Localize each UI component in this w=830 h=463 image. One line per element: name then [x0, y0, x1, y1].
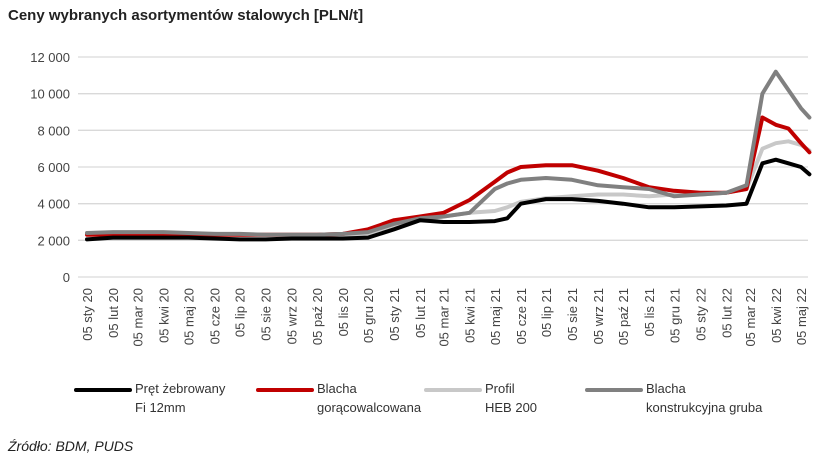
x-tick-label: 05 maj 22	[794, 288, 809, 345]
legend-line2: gorącowalcowana	[317, 400, 422, 415]
legend-label: Blacha gorącowalcowana	[317, 379, 421, 417]
x-tick-label: 05 kwi 21	[463, 288, 478, 343]
series-line-0	[85, 157, 812, 242]
legend-swatch	[585, 388, 643, 392]
x-tick-label: 05 lis 21	[642, 288, 657, 336]
legend-swatch	[74, 388, 132, 392]
x-tick-label: 05 lut 22	[719, 288, 734, 338]
x-tick-label: 05 kwi 20	[156, 288, 171, 343]
x-tick-label: 05 cze 21	[514, 288, 529, 344]
y-tick-label: 12 000	[30, 50, 70, 65]
legend-line1: Profil	[485, 381, 515, 396]
source-note: Źródło: BDM, PUDS	[8, 438, 134, 454]
legend-line2: Fi 12mm	[135, 400, 186, 415]
y-tick-label: 4 000	[37, 197, 70, 212]
legend-line1: Pręt żebrowany	[135, 381, 226, 396]
x-tick-label: 05 sty 20	[80, 288, 95, 341]
x-tick-label: 05 mar 20	[130, 288, 145, 347]
x-tick-label: 05 sty 21	[387, 288, 402, 341]
legend-swatch	[256, 388, 314, 392]
x-tick-label: 05 maj 21	[488, 288, 503, 345]
x-tick-label: 05 lis 20	[336, 288, 351, 336]
x-tick-label: 05 lip 21	[539, 288, 554, 337]
x-tick-label: 05 sie 20	[259, 288, 274, 341]
x-tick-label: 05 lut 21	[413, 288, 428, 338]
x-tick-label: 05 cze 20	[208, 288, 223, 344]
line-chart: 0 2 000 4 000 6 000 8 000 10 000 12 000 05 sty …	[30, 50, 812, 347]
y-tick-label: 8 000	[37, 123, 70, 138]
x-tick-label: 05 gru 21	[667, 288, 682, 343]
x-tick-label: 05 mar 22	[743, 288, 758, 347]
legend-label: Pręt żebrowany Fi 12mm	[135, 379, 225, 417]
x-tick-label: 05 lip 20	[233, 288, 248, 337]
x-tick-label: 05 mar 21	[437, 288, 452, 347]
x-tick-label: 05 wrz 21	[591, 288, 606, 344]
x-tick-label: 05 paź 20	[310, 288, 325, 345]
legend-line1: Blacha	[317, 381, 357, 396]
series-line-3	[85, 69, 812, 237]
x-tick-label: 05 wrz 20	[285, 288, 300, 344]
y-tick-label: 6 000	[37, 160, 70, 175]
legend-label: Profil HEB 200	[485, 379, 537, 417]
x-tick-label: 05 maj 20	[182, 288, 197, 345]
y-tick-label: 10 000	[30, 87, 70, 102]
x-tick-label: 05 kwi 22	[769, 288, 784, 343]
x-tick-label: 05 lut 20	[106, 288, 121, 338]
x-tick-label: 05 sty 22	[693, 288, 708, 341]
x-tick-label: 05 sie 21	[565, 288, 580, 341]
x-tick-label: 05 paź 21	[616, 288, 631, 345]
chart-title: Ceny wybranych asortymentów stalowych [P…	[8, 7, 364, 24]
legend-line2: konstrukcyjna gruba	[646, 400, 763, 415]
x-tick-label: 05 gru 20	[361, 288, 376, 343]
legend-swatch	[424, 388, 482, 392]
y-tick-label: 0	[63, 270, 70, 285]
legend-label: Blacha konstrukcyjna gruba	[646, 379, 762, 417]
legend-line1: Blacha	[646, 381, 686, 396]
legend-line2: HEB 200	[485, 400, 538, 415]
y-tick-label: 2 000	[37, 233, 70, 248]
